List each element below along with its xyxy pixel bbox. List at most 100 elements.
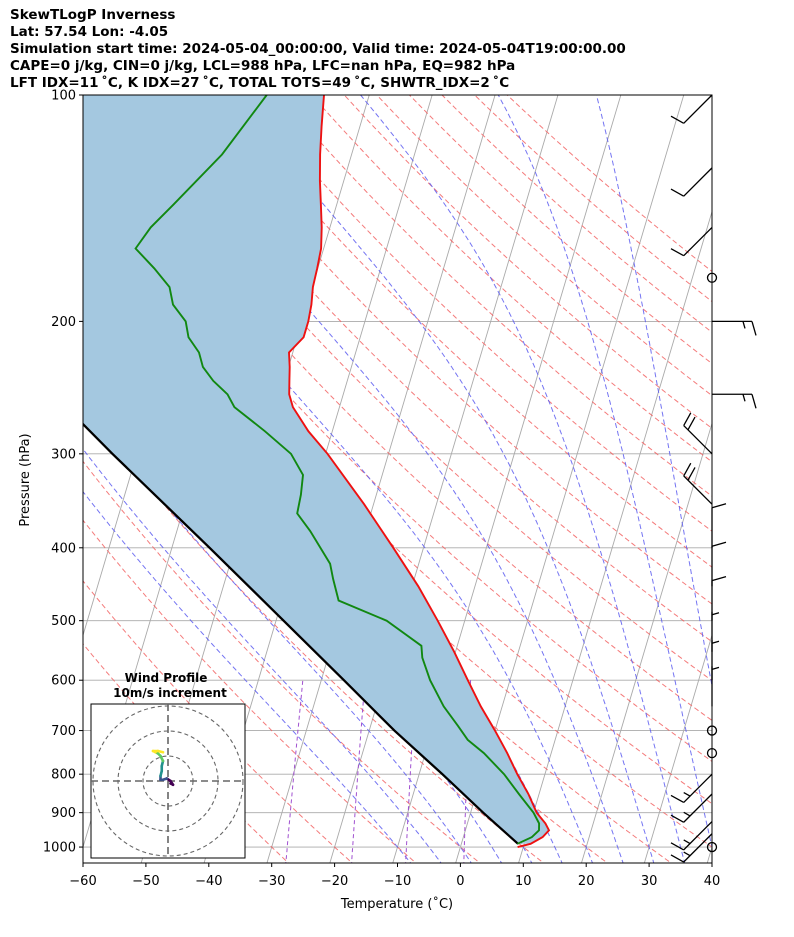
x-tick-label: −60 [69, 874, 96, 889]
wind-barb-flag [670, 854, 685, 863]
axes: Temperature (˚C) Pressure (hPa) −60 −50 −4… [18, 89, 720, 913]
wind-barb-flag [683, 462, 692, 477]
dry-adiabat-line [115, 95, 712, 682]
x-tick-label: −10 [384, 874, 411, 889]
dry-adiabat-line [245, 95, 712, 532]
moist-adiabat-line [83, 125, 594, 863]
hodograph-trace-segment [156, 749, 165, 754]
mixing-ratio-line [285, 680, 304, 863]
location-coordinates: Lat: 57.54 Lon: -4.05 [10, 24, 169, 40]
isotherm-line [329, 95, 559, 863]
wind-barb-flag [751, 321, 757, 336]
dry-adiabat-line [473, 95, 712, 303]
wind-barb-flag [711, 503, 727, 509]
dewpoint-line [134, 95, 541, 845]
cin-shading [83, 95, 549, 844]
wind-barb [670, 821, 713, 851]
wind-barb-staff [683, 226, 713, 257]
moist-adiabat-line [359, 95, 686, 863]
wind-barb [670, 793, 713, 823]
wind-barb [711, 576, 727, 621]
wind-barb [670, 167, 713, 197]
dry-adiabat-line [343, 95, 712, 429]
hodograph-title: Wind Profile [125, 671, 208, 685]
y-axis-label: Pressure (hPa) [18, 433, 33, 526]
dry-adiabat-line [83, 460, 481, 863]
wind-barb-staff [683, 475, 713, 505]
y-tick-label: 900 [51, 806, 76, 821]
moist-adiabat-line [232, 95, 655, 863]
wind-barb-flag [670, 794, 685, 804]
mixing-ratio-line [351, 680, 366, 863]
dry-adiabat-line [83, 141, 712, 763]
wind-barb-half-flag [711, 612, 720, 616]
isotherm-line [518, 210, 712, 863]
x-tick-label: −20 [321, 874, 348, 889]
stability-indices-2: LFT IDX=11 ˚C, K IDX=27 ˚C, TOTAL TOTS=4… [10, 75, 510, 91]
wind-barb-staff [683, 94, 713, 124]
chart-title: SkewTLogP Inverness [10, 7, 176, 23]
y-tick-label: 400 [51, 541, 76, 556]
sounding-profiles [83, 95, 551, 849]
wind-barb-calm [706, 747, 718, 759]
wind-barb-flag [711, 576, 727, 582]
y-tick-label: 500 [51, 614, 76, 629]
x-tick-label: 20 [578, 874, 595, 889]
stability-indices-1: CAPE=0 j/kg, CIN=0 j/kg, LCL=988 hPa, LF… [10, 58, 516, 74]
hodograph-subtitle: 10m/s increment [113, 686, 227, 700]
wind-barb-half-flag [742, 321, 746, 329]
wind-barb-calm [706, 272, 718, 283]
y-tick-label: 100 [51, 89, 76, 104]
moist-adiabat-line [83, 448, 442, 863]
x-tick-label: −40 [195, 874, 222, 889]
wind-barb-half-flag [683, 839, 691, 845]
moist-adiabat-line [83, 490, 412, 863]
chart-title-block: SkewTLogP Inverness Lat: 57.54 Lon: -4.0… [10, 7, 710, 92]
wind-barb [711, 541, 727, 587]
wind-barb-staff [683, 793, 713, 823]
dry-adiabat-line [83, 580, 353, 863]
wind-barb-flag [670, 188, 685, 197]
y-tick-label: 600 [51, 674, 76, 689]
dry-adiabat-line [278, 95, 712, 497]
wind-barb-staff [683, 821, 713, 851]
y-tick-label: 700 [51, 724, 76, 739]
wind-barb [670, 226, 713, 257]
wind-barb-half-flag [711, 666, 720, 670]
y-tick-label: 1000 [43, 841, 76, 856]
dry-adiabat-line [83, 519, 417, 863]
wind-barb-half-flag [742, 394, 746, 402]
wind-barb-flag [687, 467, 696, 481]
wind-barb-flag [670, 814, 685, 823]
y-tick-label: 300 [51, 447, 76, 462]
moist-adiabat-line [135, 95, 624, 863]
wind-barb [711, 611, 720, 652]
x-tick-label: −30 [258, 874, 285, 889]
wind-barb-flag [751, 394, 757, 409]
wind-barb-calm [706, 725, 718, 736]
wind-barb-half-flag [711, 640, 720, 644]
wind-barb [712, 320, 757, 336]
x-tick-label: 0 [456, 874, 464, 889]
wind-barb-flag [670, 248, 685, 257]
wind-barb [711, 640, 720, 681]
x-tick-label: −50 [132, 874, 159, 889]
moist-adiabat-line [497, 95, 712, 850]
x-tick-label: 10 [515, 874, 532, 889]
wind-barb-flag [670, 842, 685, 851]
x-tick-label: 30 [641, 874, 658, 889]
parcel-path-line [83, 422, 519, 845]
mixing-ratio-line [405, 680, 417, 863]
wind-barb-half-flag [683, 851, 691, 857]
wind-barb [683, 412, 713, 455]
wind-barb-half-flag [683, 791, 691, 797]
wind-barb-staff [683, 167, 713, 197]
dry-adiabat-line [83, 95, 712, 722]
y-tick-label: 800 [51, 768, 76, 783]
temperature-line [288, 95, 551, 849]
wind-barb [670, 833, 713, 863]
moist-adiabat-line [595, 95, 712, 689]
wind-barb-staff [683, 773, 713, 803]
isotherm-line [266, 95, 496, 863]
